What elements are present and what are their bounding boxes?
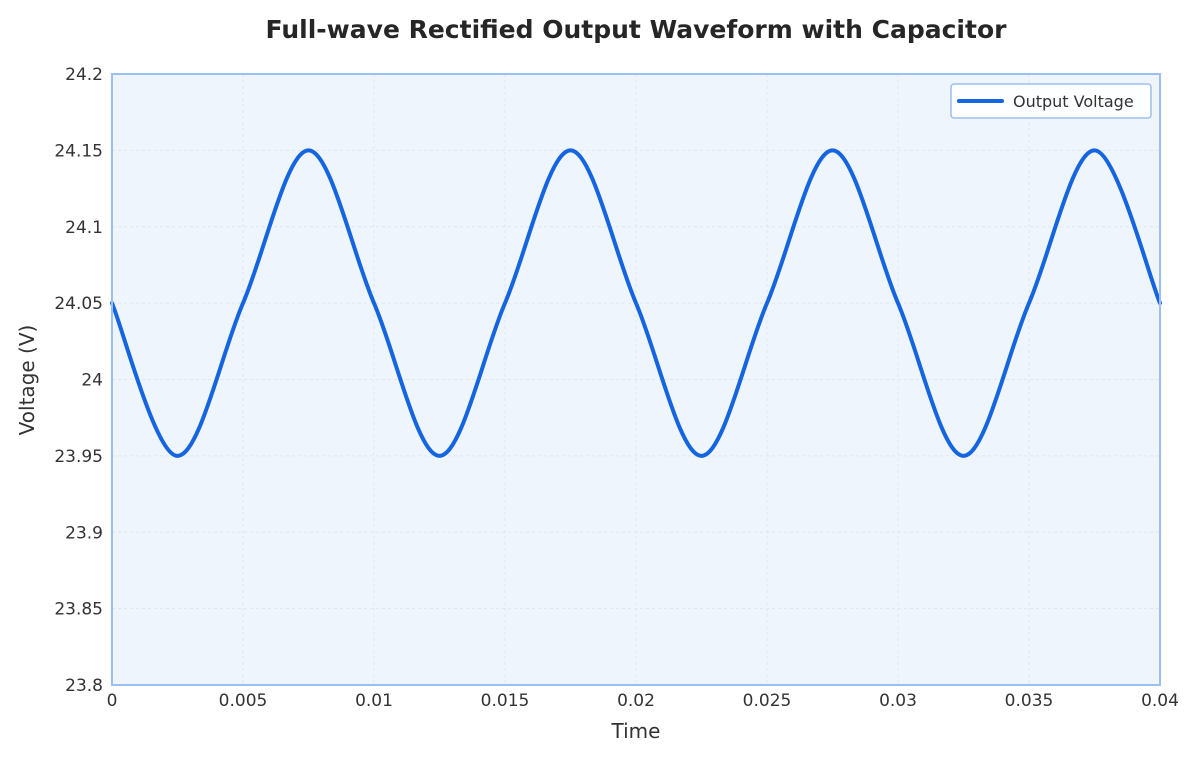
y-tick-label: 24.05 bbox=[54, 294, 103, 314]
y-tick-label: 23.85 bbox=[54, 600, 103, 620]
legend-box bbox=[950, 83, 1152, 119]
x-tick-label: 0.015 bbox=[481, 691, 530, 711]
series-line-output-voltage bbox=[110, 148, 1162, 458]
x-tick-label: 0 bbox=[107, 691, 118, 711]
plot-border bbox=[111, 73, 1161, 686]
x-tick-label: 0.005 bbox=[219, 691, 268, 711]
y-tick-label: 24.1 bbox=[65, 218, 103, 238]
x-tick-label: 0.035 bbox=[1005, 691, 1054, 711]
x-tick-label: 0.01 bbox=[355, 691, 393, 711]
x-axis-label: Time bbox=[611, 719, 661, 743]
x-axis-ticks: 0 0.005 0.01 0.015 0.02 0.025 0.03 0.035 0.04 bbox=[107, 691, 1179, 711]
y-tick-label: 23.95 bbox=[54, 447, 103, 467]
y-axis-ticks: 23.8 23.85 23.9 23.95 24 24.05 24.1 24.15 24.2 bbox=[54, 65, 103, 696]
x-tick-label: 0.02 bbox=[617, 691, 655, 711]
legend-label-output-voltage: Output Voltage bbox=[1013, 92, 1134, 111]
y-tick-label: 23.9 bbox=[65, 523, 103, 543]
y-tick-label: 23.8 bbox=[65, 676, 103, 696]
y-tick-label: 24.15 bbox=[54, 141, 103, 161]
series-layer bbox=[110, 148, 1162, 458]
legend: Output Voltage bbox=[950, 83, 1152, 119]
x-tick-label: 0.04 bbox=[1141, 691, 1179, 711]
y-tick-label: 24.2 bbox=[65, 65, 103, 85]
y-axis-label: Voltage (V) bbox=[15, 325, 39, 436]
x-tick-label: 0.03 bbox=[879, 691, 917, 711]
chart-title: Full-wave Rectified Output Waveform with… bbox=[266, 15, 1008, 44]
x-tick-label: 0.025 bbox=[743, 691, 792, 711]
y-tick-label: 24 bbox=[81, 371, 103, 391]
